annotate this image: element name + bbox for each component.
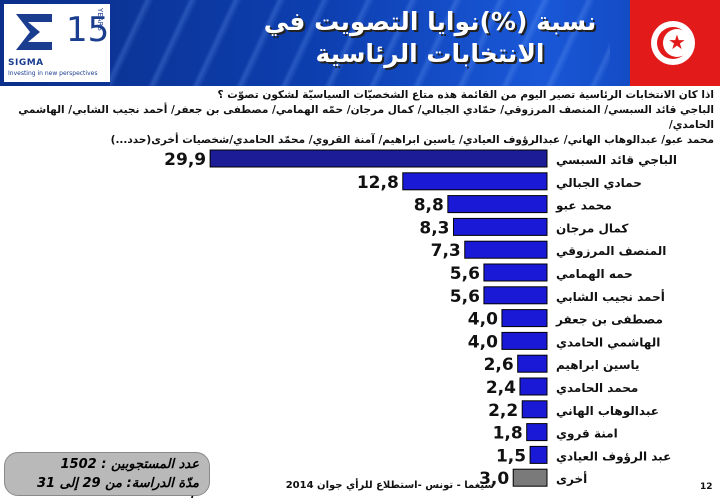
- logo-brand: SIGMA: [8, 58, 44, 68]
- value-label-2: 8,8: [414, 196, 444, 216]
- flag-star-icon: ★: [668, 30, 686, 54]
- value-label-0: 29,9: [164, 150, 206, 170]
- category-label-6: أحمد نجيب الشابي: [556, 289, 665, 304]
- value-label-8: 4,0: [468, 332, 498, 352]
- value-label-11: 2,2: [488, 401, 518, 421]
- value-label-5: 5,6: [450, 264, 480, 284]
- sigma-logo: 15 YEARS SIGMA Investing in new perspect…: [4, 4, 110, 82]
- bar-10: [519, 377, 548, 396]
- value-label-6: 5,6: [450, 287, 480, 307]
- bar-13: [529, 445, 548, 464]
- bar-2: [447, 195, 548, 214]
- category-label-9: ياسين ابراهيم: [556, 358, 640, 372]
- title-line-2: الانتخابات الرئاسية: [315, 39, 545, 68]
- title-line-1: نسبة (%)نوايا التصويت في: [263, 7, 597, 36]
- page-title: نسبة (%)نوايا التصويت في الانتخابات الرئ…: [260, 6, 600, 70]
- question-line-2: الباجي قائد السبسي/ المنصف المرزوقي/ حمّ…: [18, 104, 714, 131]
- category-label-2: محمد عبو: [555, 199, 612, 214]
- value-label-12: 1,8: [493, 424, 523, 444]
- bar-14: [512, 468, 548, 487]
- value-label-1: 12,8: [357, 173, 399, 193]
- value-label-14: 3,0: [479, 469, 509, 489]
- logo-years-number: 15: [66, 10, 110, 50]
- category-label-11: عبدالوهاب الهاني: [556, 404, 659, 419]
- category-label-13: عبد الرؤوف العيادي: [556, 449, 671, 464]
- bar-3: [452, 217, 548, 236]
- logo-tagline: Investing in new perspectives: [8, 70, 98, 77]
- category-label-5: حمه الهمامي: [556, 267, 633, 281]
- bar-1: [402, 172, 548, 191]
- category-label-10: محمد الحامدي: [556, 381, 638, 395]
- bar-9: [517, 354, 548, 373]
- value-label-4: 7,3: [431, 241, 461, 261]
- sample-info-box: عدد المستجوبين : 1502 مدّة الدراسة: من 2…: [4, 452, 210, 498]
- bar-12: [526, 423, 548, 442]
- category-label-4: المنصف المرزوقي: [556, 244, 666, 259]
- logo-years-label: YEARS: [96, 8, 104, 31]
- study-period: مدّة الدراسة: من 29 إلى 31 ماي: [36, 476, 199, 498]
- category-label-0: الباجي قائد السبسي: [556, 153, 677, 167]
- sigma-icon: [16, 14, 52, 50]
- question-line-1: اذا كان الانتخابات الرئاسية تصير اليوم م…: [217, 89, 714, 101]
- bar-11: [521, 400, 548, 419]
- tunisia-flag-icon: ★: [630, 0, 720, 86]
- category-label-1: حمادي الجبالي: [556, 176, 642, 190]
- bar-8: [501, 331, 548, 350]
- page-number: 12: [700, 482, 713, 492]
- value-label-13: 1,5: [496, 446, 526, 466]
- header-decoration: [110, 0, 610, 86]
- category-label-12: امنة قروي: [556, 427, 618, 442]
- bar-7: [501, 309, 548, 328]
- category-label-3: كمال مرجان: [556, 221, 628, 235]
- survey-question: اذا كان الانتخابات الرئاسية تصير اليوم م…: [2, 88, 714, 148]
- bar-5: [483, 263, 548, 282]
- source-note: سيغما - تونس -استطلاع للرأي جوان 2014: [285, 480, 495, 491]
- header-banner: 15 YEARS SIGMA Investing in new perspect…: [0, 0, 720, 86]
- question-line-3: محمد عبو/ عبدالوهاب الهاني/ عبدالرؤوف ال…: [110, 134, 714, 146]
- bar-4: [464, 240, 548, 259]
- category-label-14: أخرى: [556, 471, 587, 486]
- value-label-3: 8,3: [419, 218, 449, 238]
- flag-crescent-cut: [663, 29, 691, 57]
- voting-intentions-bar-chart: 29,9 الباجي قائد السبسي 12,8 حمادي الجبالي 8…: [164, 149, 677, 489]
- bar-0: [209, 149, 548, 168]
- bar-6: [483, 286, 548, 305]
- value-label-7: 4,0: [468, 310, 498, 330]
- category-label-7: مصطفى بن جعفر: [555, 313, 663, 327]
- value-label-9: 2,6: [484, 355, 514, 375]
- category-label-8: الهاشمي الحامدي: [556, 335, 660, 349]
- value-label-10: 2,4: [486, 378, 516, 398]
- sample-size: عدد المستجوبين : 1502: [60, 457, 200, 472]
